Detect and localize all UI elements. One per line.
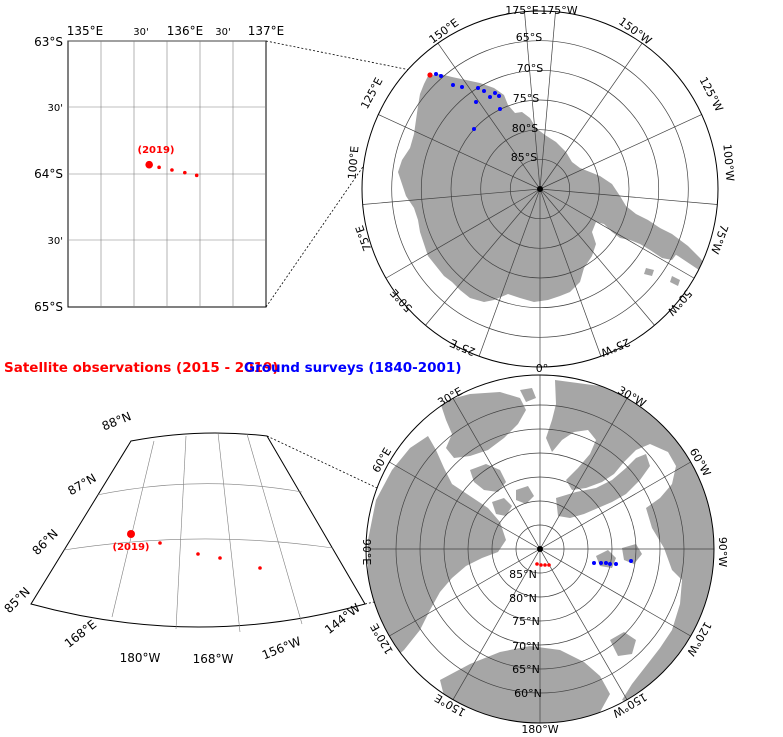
inset-n-lat-label: 88°N [100, 409, 133, 433]
arctic-lon-label: 0° [536, 362, 549, 375]
inset-a-lon-label: 30' [215, 27, 230, 38]
arctic-inset-satellite-points [127, 530, 262, 570]
antarctic-polar-map: 65°S 70°S 75°S 80°S 85°S 175°E 175°W 150… [346, 4, 737, 368]
scandinavia-landmass [556, 454, 650, 518]
inset-a-lon-label: 30' [133, 27, 148, 38]
inset-n-lon-label: 180°W [120, 651, 161, 665]
antarctic-lon-label: 100°W [720, 144, 736, 182]
antarctic-lat-label: 70°S [517, 62, 543, 75]
satellite-point [157, 165, 161, 170]
arctic-satellite-points [535, 562, 551, 567]
antarctic-ground-survey-points [434, 72, 502, 131]
antarctic-lat-label: 75°S [513, 92, 539, 105]
satellite-point [194, 173, 199, 178]
satellite-point [170, 168, 174, 172]
legend-ground-surveys: Ground surveys (1840-2001) [244, 360, 462, 376]
greenland-landmass [440, 392, 526, 458]
inset-n-lat-label: 87°N [65, 471, 98, 498]
inset-n-lon-label: 168°W [193, 652, 234, 666]
north-america-landmass [368, 436, 506, 664]
antarctic-lon-label: 100°E [346, 145, 362, 180]
antarctic-satellite-point [427, 72, 433, 78]
arctic-lon-label: 90°E [360, 539, 373, 565]
arctic-lat-label: 60°N [514, 687, 542, 700]
inset-a-lat-label: 65°S [34, 300, 63, 314]
antarctic-inset-satellite-points [145, 160, 199, 178]
inset-n-lon-label: 168°E [62, 617, 99, 651]
inset-n-lat-label: 85°N [2, 585, 33, 616]
antarctic-lon-label: 125°E [358, 75, 385, 111]
arctic-lat-label: 85°N [509, 568, 537, 581]
eurasia-landmass [546, 380, 714, 708]
inset-a-lat-label: 30' [48, 103, 63, 114]
arctic-lat-label: 75°N [512, 615, 540, 628]
arctic-polar-map: 85°N 80°N 75°N 70°N 65°N 60°N 0° 30°E 30… [360, 362, 729, 736]
year-label: (2019) [138, 145, 175, 156]
inset-n-lon-label: 156°W [260, 634, 303, 662]
antarctic-lat-label: 85°S [511, 151, 537, 164]
arctic-lat-label: 70°N [512, 640, 540, 653]
antarctic-peninsula [640, 222, 708, 272]
arctic-lon-label: 90°W [716, 537, 729, 567]
year-label: (2019) [113, 542, 150, 553]
inset-a-lat-label: 30' [48, 236, 63, 247]
antarctic-lon-label: 175°W [540, 4, 577, 17]
arctic-inset-map: 88°N 87°N 86°N 85°N 168°E 180°W 168°W 15… [2, 409, 366, 666]
north-pole-marker [537, 546, 543, 552]
inset-a-lon-label: 136°E [167, 24, 204, 38]
antarctic-lon-label: 175°E [505, 4, 538, 17]
south-pole-marker [537, 186, 543, 192]
inset-a-lon-label: 137°E [248, 24, 285, 38]
arctic-lon-label: 180°W [521, 723, 558, 736]
inset-a-lon-label: 135°E [67, 24, 104, 38]
antarctic-lon-label: 125°W [697, 75, 726, 114]
antarctic-graticule [362, 11, 718, 367]
legend-satellite-observations: Satellite observations (2015 - 2019) [4, 360, 279, 376]
inset-a-lat-label: 64°S [34, 167, 63, 181]
antarctic-inset-map: 135°E 30' 136°E 30' 137°E 63°S 30' 64°S … [34, 24, 284, 314]
arctic-inset-graticule [63, 432, 334, 633]
satellite-point [183, 170, 187, 175]
inset-n-lat-label: 86°N [30, 527, 61, 558]
arctic-lat-label: 80°N [509, 592, 537, 605]
arctic-ground-survey-points [592, 559, 633, 566]
antarctic-lat-label: 65°S [516, 31, 542, 44]
satellite-point [145, 160, 153, 169]
arctic-lat-label: 65°N [512, 663, 540, 676]
antarctic-lat-label: 80°S [512, 122, 538, 135]
inset-a-lat-label: 63°S [34, 35, 63, 49]
